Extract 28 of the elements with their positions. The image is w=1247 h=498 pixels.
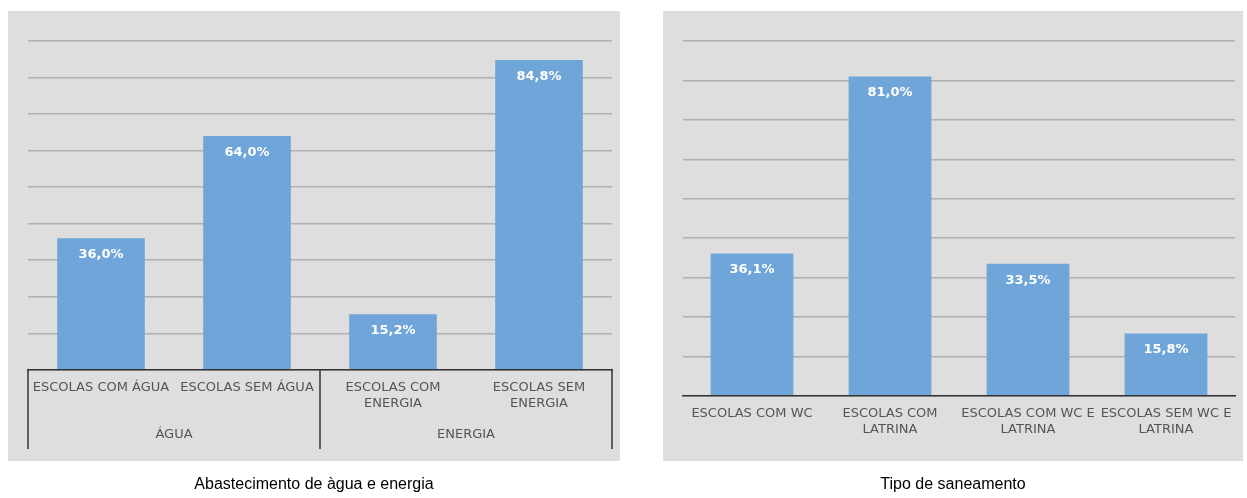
data-label: 84,8%	[516, 67, 562, 83]
bar	[203, 135, 291, 370]
x-tick-label: ESCOLAS COM WC E LATRINA	[961, 404, 1095, 436]
data-label: 33,5%	[1005, 271, 1051, 287]
data-label: 81,0%	[867, 84, 913, 100]
text: Tipo de saneamento	[879, 475, 1027, 493]
x-tick-label: ESCOLAS SEM ÁGUA	[180, 378, 314, 394]
bar	[57, 238, 145, 370]
text: Abastecimento de àgua e energia	[193, 475, 435, 493]
x-tick-label: ESCOLAS SEM ENERGIA	[492, 378, 586, 410]
bar	[495, 60, 583, 370]
data-label: 15,8%	[1143, 341, 1189, 357]
bar	[349, 314, 437, 370]
x-tick-label: ESCOLAS COM ÁGUA	[32, 378, 170, 394]
text: ÁGUA	[155, 426, 193, 442]
text: ENERGIA	[437, 426, 496, 442]
x-tick-label: ESCOLAS SEM WC E LATRINA	[1100, 404, 1232, 436]
x-tick-label: ESCOLAS COM ENERGIA	[345, 378, 441, 410]
data-label: 36,0%	[78, 246, 124, 262]
data-label: 36,1%	[729, 261, 775, 277]
data-label: 15,2%	[370, 322, 416, 338]
x-tick-label: ESCOLAS COM WC	[691, 404, 813, 420]
bar	[1124, 333, 1208, 396]
bar	[848, 76, 932, 396]
data-label: 64,0%	[224, 143, 270, 159]
x-tick-label: ESCOLAS COM LATRINA	[842, 404, 938, 436]
bar	[986, 263, 1070, 396]
bar	[710, 253, 794, 396]
